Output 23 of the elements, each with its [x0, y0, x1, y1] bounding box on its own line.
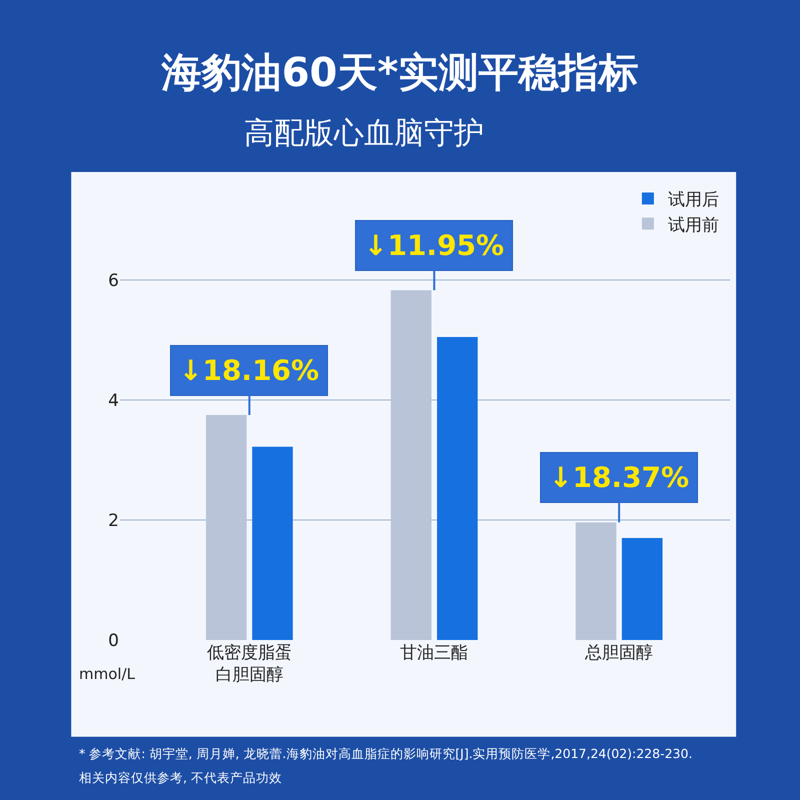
legend-label: 试用前	[668, 215, 719, 236]
bar	[622, 538, 663, 640]
x-tick-label: 低密度脂蛋白胆固醇	[206, 643, 292, 686]
y-axis-title: mmol/L	[79, 665, 136, 683]
bar	[390, 290, 432, 640]
text: 相关内容仅供参考, 不代表产品功效	[79, 770, 282, 785]
chart-title: 海豹油60天*实测平稳指标	[160, 50, 638, 96]
annotation: ↓11.95%	[364, 229, 504, 262]
bar	[437, 337, 478, 640]
y-tick-label: 4	[108, 390, 119, 411]
text: * 参考文献: 胡宇堂, 周月婵, 龙晓蕾.海豹油对高血脂症的影响研究[J].实用预防医学,2017,24(02):228-230.	[79, 746, 692, 761]
y-tick-label: 0	[108, 630, 119, 651]
y-tick-label: 6	[108, 270, 119, 291]
x-tick-label: 甘油三酯	[400, 643, 468, 663]
annotation: ↓18.37%	[549, 461, 690, 494]
bar	[576, 522, 616, 640]
chart-subtitle: 高配版心血脑守护	[244, 116, 484, 151]
legend-label: 试用后	[668, 190, 719, 210]
bar	[206, 415, 247, 640]
annotation: ↓18.16%	[179, 354, 320, 387]
y-tick-label: 2	[108, 510, 119, 531]
x-tick-label: 总胆固醇	[584, 643, 654, 663]
bar	[252, 446, 293, 640]
